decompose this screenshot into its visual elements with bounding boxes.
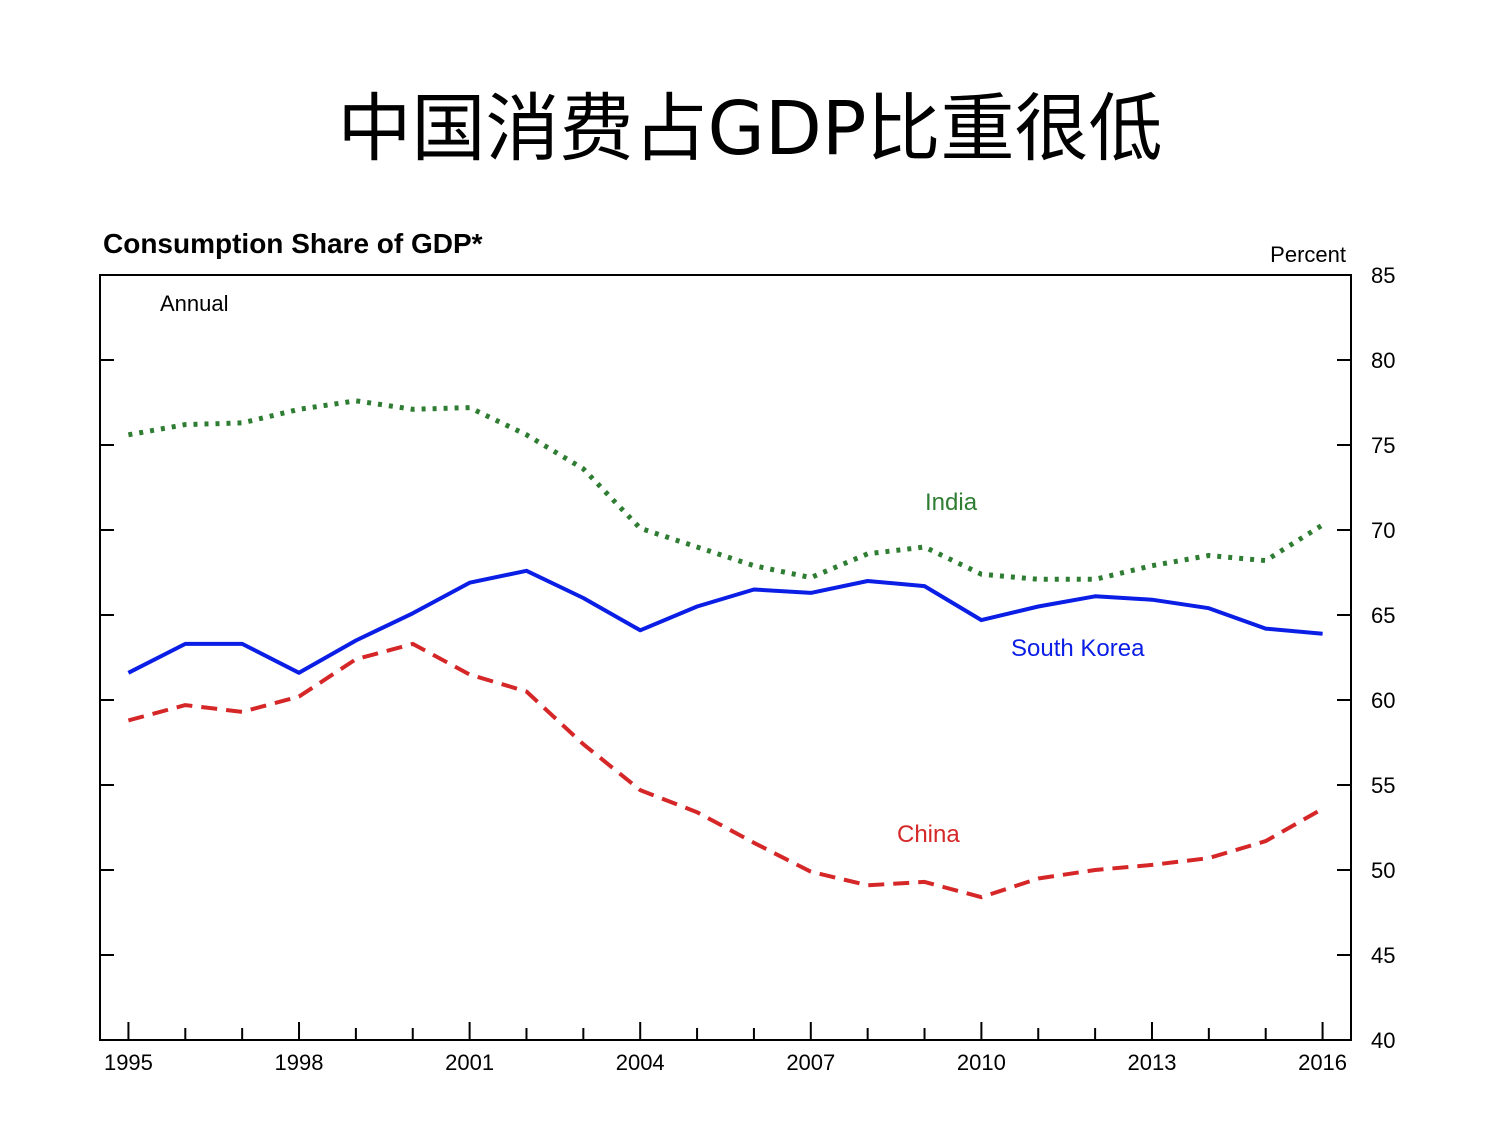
y-tick-label: 85 xyxy=(1371,263,1395,288)
series-line-india xyxy=(127,398,1324,582)
x-tick-label: 2001 xyxy=(445,1050,494,1075)
y-tick-label: 75 xyxy=(1371,433,1395,458)
x-tick-label: 2013 xyxy=(1128,1050,1177,1075)
chart-title: Consumption Share of GDP* xyxy=(103,228,483,259)
series-labels: India South Korea China xyxy=(897,489,1145,848)
slide-title: 中国消费占GDP比重很低 xyxy=(337,86,1163,172)
series-label-china: China xyxy=(897,821,960,848)
y-tick-label: 70 xyxy=(1371,518,1395,543)
x-tick-label: 2004 xyxy=(616,1050,665,1075)
series-label-india: India xyxy=(925,489,978,516)
y-tick-label: 60 xyxy=(1371,688,1395,713)
y-tick-label: 40 xyxy=(1371,1028,1395,1053)
axis-ticks: 40 45 50 55 60 65 70 75 80 85 1995 1998 2001 2004 2007… xyxy=(100,263,1395,1075)
y-axis-unit-label: Percent xyxy=(1270,242,1346,267)
y-tick-label: 80 xyxy=(1371,348,1395,373)
x-tick-label: 2010 xyxy=(957,1050,1006,1075)
x-tick-label: 2007 xyxy=(786,1050,835,1075)
series-line-china xyxy=(127,641,1324,900)
chart-subtitle: Annual xyxy=(160,291,229,316)
y-tick-label: 55 xyxy=(1371,773,1395,798)
y-tick-label: 45 xyxy=(1371,943,1395,968)
series-lines xyxy=(127,398,1324,900)
x-tick-label: 2016 xyxy=(1298,1050,1347,1075)
plot-frame xyxy=(99,274,1352,1041)
x-tick-label: 1998 xyxy=(275,1050,324,1075)
series-line-south-korea xyxy=(127,568,1323,675)
y-tick-label: 65 xyxy=(1371,603,1395,628)
x-tick-label: 1995 xyxy=(104,1050,153,1075)
series-label-south-korea: South Korea xyxy=(1011,635,1145,662)
y-tick-label: 50 xyxy=(1371,858,1395,883)
